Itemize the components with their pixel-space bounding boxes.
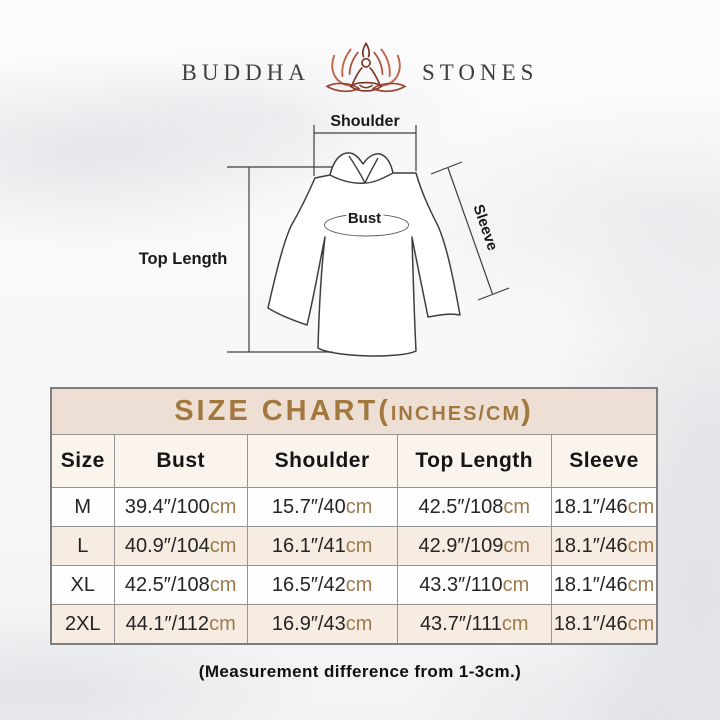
- shoulder-value: 15.7″/40cm: [246, 487, 398, 527]
- size-value: 2XL: [50, 604, 115, 645]
- bust-value: 40.9″/104cm: [113, 526, 248, 566]
- table-row-l: L 40.9″/104cm 16.1″/41cm 42.9″/109cm 18.…: [50, 526, 658, 566]
- size-chart-title-band: SIZE CHART(INCHES/CM): [50, 387, 658, 435]
- table-row-xl: XL 42.5″/108cm 16.5″/42cm 43.3″/110cm 18…: [50, 565, 658, 605]
- top-length-value: 43.7″/111cm: [396, 604, 553, 645]
- garment-measurement-diagram: Shoulder Top Length Bust Sleeve: [128, 106, 598, 386]
- unit-cm: cm: [209, 495, 237, 518]
- shoulder-value: 16.1″/41cm: [246, 526, 398, 566]
- sleeve-value: 18.1″/46cm: [551, 604, 658, 645]
- unit-cm: cm: [209, 534, 237, 557]
- bust-value: 44.1″/112cm: [113, 604, 248, 645]
- sleeve-dimension-lines: [430, 161, 510, 301]
- bust-value: 42.5″/108cm: [113, 565, 248, 605]
- top-length-label: Top Length: [139, 250, 228, 268]
- top-length-value: 43.3″/110cm: [396, 565, 553, 605]
- size-value: L: [50, 526, 115, 566]
- unit-cm: cm: [345, 573, 373, 596]
- top-length-dimension-lines: [227, 166, 333, 353]
- size-chart-title: SIZE CHART(: [174, 395, 391, 427]
- brand-logo: BUDDHA: [0, 38, 720, 104]
- size-chart-title-close: ): [521, 395, 534, 427]
- bust-value: 39.4″/100cm: [113, 487, 248, 527]
- top-length-value: 42.5″/108cm: [396, 487, 553, 527]
- unit-cm: cm: [502, 573, 530, 596]
- unit-cm: cm: [627, 573, 655, 596]
- unit-cm: cm: [627, 612, 655, 635]
- size-value: M: [50, 487, 115, 527]
- table-row-m: M 39.4″/100cm 15.7″/40cm 42.5″/108cm 18.…: [50, 487, 658, 527]
- unit-cm: cm: [627, 495, 655, 518]
- column-header-bust: Bust: [113, 434, 248, 488]
- unit-cm: cm: [503, 534, 531, 557]
- table-row-2xl: 2XL 44.1″/112cm 16.9″/43cm 43.7″/111cm 1…: [50, 604, 658, 645]
- shoulder-value: 16.9″/43cm: [246, 604, 398, 645]
- unit-cm: cm: [627, 534, 655, 557]
- column-header-shoulder: Shoulder: [246, 434, 398, 488]
- top-length-value: 42.9″/109cm: [396, 526, 553, 566]
- lotus-meditation-icon: [325, 42, 407, 93]
- column-header-sleeve: Sleeve: [551, 434, 658, 488]
- column-header-row: Size Bust Shoulder Top Length Sleeve: [50, 434, 658, 488]
- measurement-difference-note: (Measurement difference from 1-3cm.): [198, 662, 522, 681]
- unit-cm: cm: [345, 495, 373, 518]
- collar-detail-lines: [329, 155, 394, 184]
- unit-cm: cm: [209, 573, 237, 596]
- sleeve-value: 18.1″/46cm: [551, 565, 658, 605]
- brand-name-left: BUDDHA: [181, 60, 310, 85]
- size-chart-table: SIZE CHART(INCHES/CM) Size Bust Shoulder…: [50, 387, 658, 645]
- unit-cm: cm: [501, 612, 529, 635]
- bust-label: Bust: [348, 210, 381, 227]
- bust-measure-ellipse: [324, 213, 409, 237]
- sleeve-label: Sleeve: [469, 202, 501, 252]
- shoulder-value: 16.5″/42cm: [246, 565, 398, 605]
- sleeve-value: 18.1″/46cm: [551, 487, 658, 527]
- brand-name-right: STONES: [421, 60, 539, 85]
- garment-outline: [267, 152, 461, 357]
- column-header-top-length: Top Length: [396, 434, 553, 488]
- unit-cm: cm: [503, 495, 531, 518]
- unit-cm: cm: [345, 612, 373, 635]
- sleeve-value: 18.1″/46cm: [551, 526, 658, 566]
- unit-cm: cm: [209, 612, 236, 635]
- column-header-size: Size: [50, 434, 115, 488]
- unit-cm: cm: [345, 534, 373, 557]
- size-value: XL: [50, 565, 115, 605]
- size-chart-title-units: INCHES/CM: [390, 403, 522, 425]
- shoulder-label: Shoulder: [330, 113, 399, 130]
- garment-diagram-svg: Shoulder Top Length Bust Sleeve: [139, 113, 510, 357]
